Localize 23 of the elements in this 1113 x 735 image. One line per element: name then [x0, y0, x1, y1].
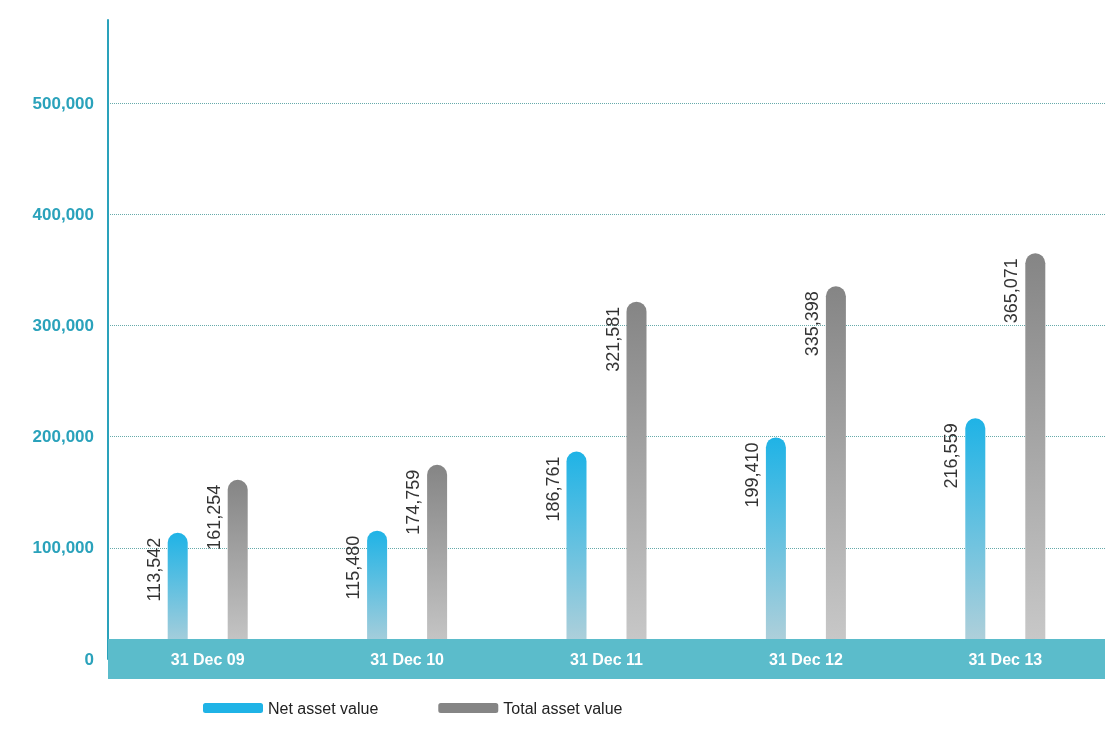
data-label: 113,542 [143, 537, 164, 602]
legend-label: Total asset value [503, 699, 623, 717]
data-label: 115,480 [343, 535, 364, 600]
data-label: 199,410 [741, 442, 762, 508]
y-tick-label: 100,000 [32, 538, 94, 558]
data-label: 365,071 [1001, 258, 1022, 324]
y-tick-label: 200,000 [32, 427, 94, 447]
data-label: 161,254 [203, 484, 224, 550]
x-tick-label: 31 Dec 10 [370, 650, 445, 668]
data-label: 186,761 [542, 456, 563, 522]
x-tick-label: 31 Dec 11 [570, 650, 644, 668]
x-tick-label: 31 Dec 12 [768, 650, 843, 668]
y-tick-label: 300,000 [32, 316, 94, 336]
legend-label: Net asset value [268, 699, 379, 717]
x-tick-label: 31 Dec 13 [968, 650, 1043, 668]
y-tick-label: 500,000 [32, 93, 94, 113]
x-tick-label: 31 Dec 09 [170, 650, 245, 668]
data-label: 335,398 [801, 291, 822, 357]
data-label: 321,581 [602, 306, 623, 372]
data-label: 174,759 [403, 469, 424, 535]
y-tick-label: 400,000 [32, 204, 94, 224]
data-label: 216,559 [941, 423, 962, 489]
y-tick-label: 0 [84, 649, 94, 669]
